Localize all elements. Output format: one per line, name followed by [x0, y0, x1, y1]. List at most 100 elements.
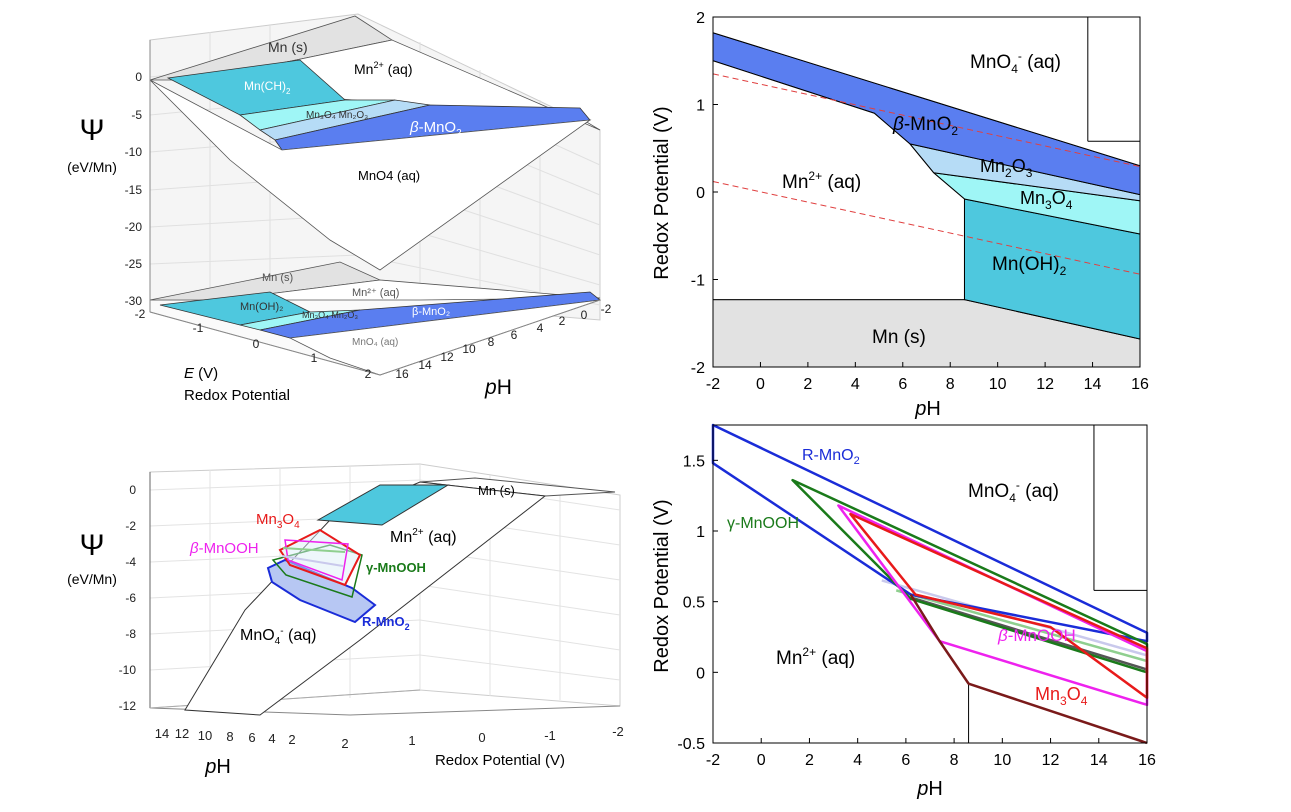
x-tick-label: 8 [950, 752, 959, 769]
panel-a-e-ticks: -2 -1 0 1 2 [135, 307, 372, 381]
c-inner-line-2 [281, 555, 344, 567]
mno4-tail: (aq) [284, 627, 317, 644]
x-tick-label: 0 [756, 376, 765, 393]
panel-d-series [711, 423, 1149, 745]
ph-tick: 8 [488, 335, 495, 349]
mn3o4-b: 3 [1045, 198, 1052, 212]
c-mnoh2-surface [316, 484, 450, 526]
mn2-base: Mn [390, 529, 412, 546]
ph-tick: 14 [155, 726, 169, 741]
psi-tick: -10 [125, 145, 143, 159]
xlabel-p: p [916, 778, 928, 800]
ph-tick: 4 [537, 321, 544, 335]
mno4-tail: (aq) [1022, 52, 1061, 73]
beta-sym: β [997, 626, 1008, 645]
panel-c-ph-label: pH [204, 756, 231, 778]
upper-label-mn2: Mn2+ (aq) [354, 60, 413, 77]
psi-tick: -6 [125, 591, 136, 605]
panel-c-psi-unit: (eV/Mn) [67, 571, 117, 587]
c-inner-line [282, 547, 346, 553]
mn3o4-d: 4 [1066, 198, 1073, 212]
psi-tick: -8 [125, 627, 136, 641]
lower-beta-mno2-surface [259, 291, 601, 339]
e-var: E [184, 365, 195, 382]
psi-tick: -15 [125, 183, 143, 197]
mno4-sup: - [280, 626, 283, 637]
ph-tick: 10 [198, 728, 212, 743]
panel-c-e-label: Redox Potential (V) [435, 752, 565, 769]
x-tick-label: 2 [803, 376, 812, 393]
mn2-base: Mn [776, 648, 802, 669]
phase-boundary-series [909, 593, 1148, 745]
c-label-beta-mnooh: β-MnOOH [189, 540, 259, 557]
panel-b-regions [712, 16, 1141, 368]
reference-line [895, 589, 1148, 663]
psi-tick: -30 [125, 294, 143, 308]
panel-b-label-beta-mno2: β-MnO2 [892, 114, 958, 138]
panel-a-e-axis [149, 311, 381, 376]
ph-tick: 12 [175, 726, 189, 741]
mn3o4-d: 4 [294, 520, 300, 531]
panel-c-ph-ticks: 14 12 10 8 6 4 2 [155, 726, 296, 747]
ph-tick: 10 [462, 342, 476, 356]
x-tick-label: 0 [757, 752, 766, 769]
ph-p: p [484, 376, 497, 399]
x-tick-label: 12 [1036, 376, 1054, 393]
mn2-tail: (aq) [384, 61, 413, 77]
panel-a-ph-ticks: 16 14 12 10 8 6 4 2 0 -2 [395, 302, 611, 381]
d-label-r-mno2: R-MnO2 [802, 447, 860, 467]
d-label-mn2: Mn2+ (aq) [776, 645, 855, 669]
lower-label-mnoh2: Mn(OH)₂ [240, 301, 283, 313]
ph-tick: 2 [559, 314, 566, 328]
upper-label-mno4: MnO4 (aq) [358, 168, 420, 183]
x-tick-label: -2 [706, 376, 720, 393]
ph-h: H [216, 756, 230, 778]
panel-a-psi-ticks: 0 -5 -10 -15 -20 -25 -30 [125, 70, 143, 308]
psi-tick: -20 [125, 220, 143, 234]
mno4-sup: - [1016, 478, 1020, 492]
x-tick-label: 10 [993, 752, 1011, 769]
panel-b-label-mn2o3: Mn2O3 [980, 156, 1033, 180]
ph-tick: 6 [248, 730, 255, 745]
panel-c-3d-outlines: 0 -2 -4 -6 -8 -10 -12 14 12 10 8 6 4 2 2… [67, 463, 624, 778]
mnoh2-base: Mn(CH) [244, 79, 286, 93]
y-tick-label: -1 [691, 273, 705, 290]
lower-label-beta-mno2: β-MnO₂ [412, 306, 450, 318]
panel-b-y-ticks: -2 -1 0 1 2 [691, 10, 718, 377]
y-tick-label: 0.5 [683, 595, 705, 612]
panel-b-x-ticks: -2 0 2 4 6 8 10 12 14 16 [706, 362, 1149, 393]
y-tick-label: 2 [696, 10, 705, 27]
mnoh2-sub: 2 [1060, 264, 1067, 278]
y-tick-label: -0.5 [677, 736, 705, 753]
panel-d-ylabel: Redox Potential (V) [651, 499, 673, 672]
ph-tick: 16 [395, 367, 409, 381]
upper-label-mn-s: Mn (s) [268, 39, 308, 55]
panel-b-ylabel: Redox Potential (V) [651, 106, 673, 279]
x-tick-label: 10 [989, 376, 1007, 393]
phase-boundary-series [849, 512, 1149, 700]
panel-a-psi-symbol: Ψ [79, 114, 104, 147]
c-label-gamma-mnooh: γ-MnOOH [366, 560, 426, 575]
mn2o3-a: Mn [980, 156, 1005, 176]
ph-tick: 6 [511, 328, 518, 342]
beta-tail: -MnOOH [199, 540, 259, 557]
lower-label-mno4: MnO₄ (aq) [352, 337, 398, 348]
panel-b-label-mn2: Mn2+ (aq) [782, 169, 861, 193]
panel-d-frame [712, 424, 1148, 744]
mn3o4-b: 3 [277, 520, 283, 531]
ph-tick: 14 [418, 358, 432, 372]
panel-d-pourbaix: -2 0 2 4 6 8 10 12 14 16 -0.500.511.5 Redox Poten… [651, 423, 1156, 800]
mn3o4-d: 4 [1081, 694, 1088, 708]
x-tick-label: 6 [901, 752, 910, 769]
water-stability-line [712, 73, 1141, 168]
mno4-sup: - [1018, 49, 1022, 63]
beta-tail: -MnO [419, 119, 457, 136]
e-tick: 1 [408, 733, 415, 748]
x-tick-label: 4 [853, 752, 862, 769]
y-tick-label: -2 [691, 360, 705, 377]
mno4-base: MnO [240, 627, 275, 644]
panel-a-ph-label: pH [484, 376, 512, 399]
d-label-mno4: MnO4- (aq) [968, 478, 1059, 505]
